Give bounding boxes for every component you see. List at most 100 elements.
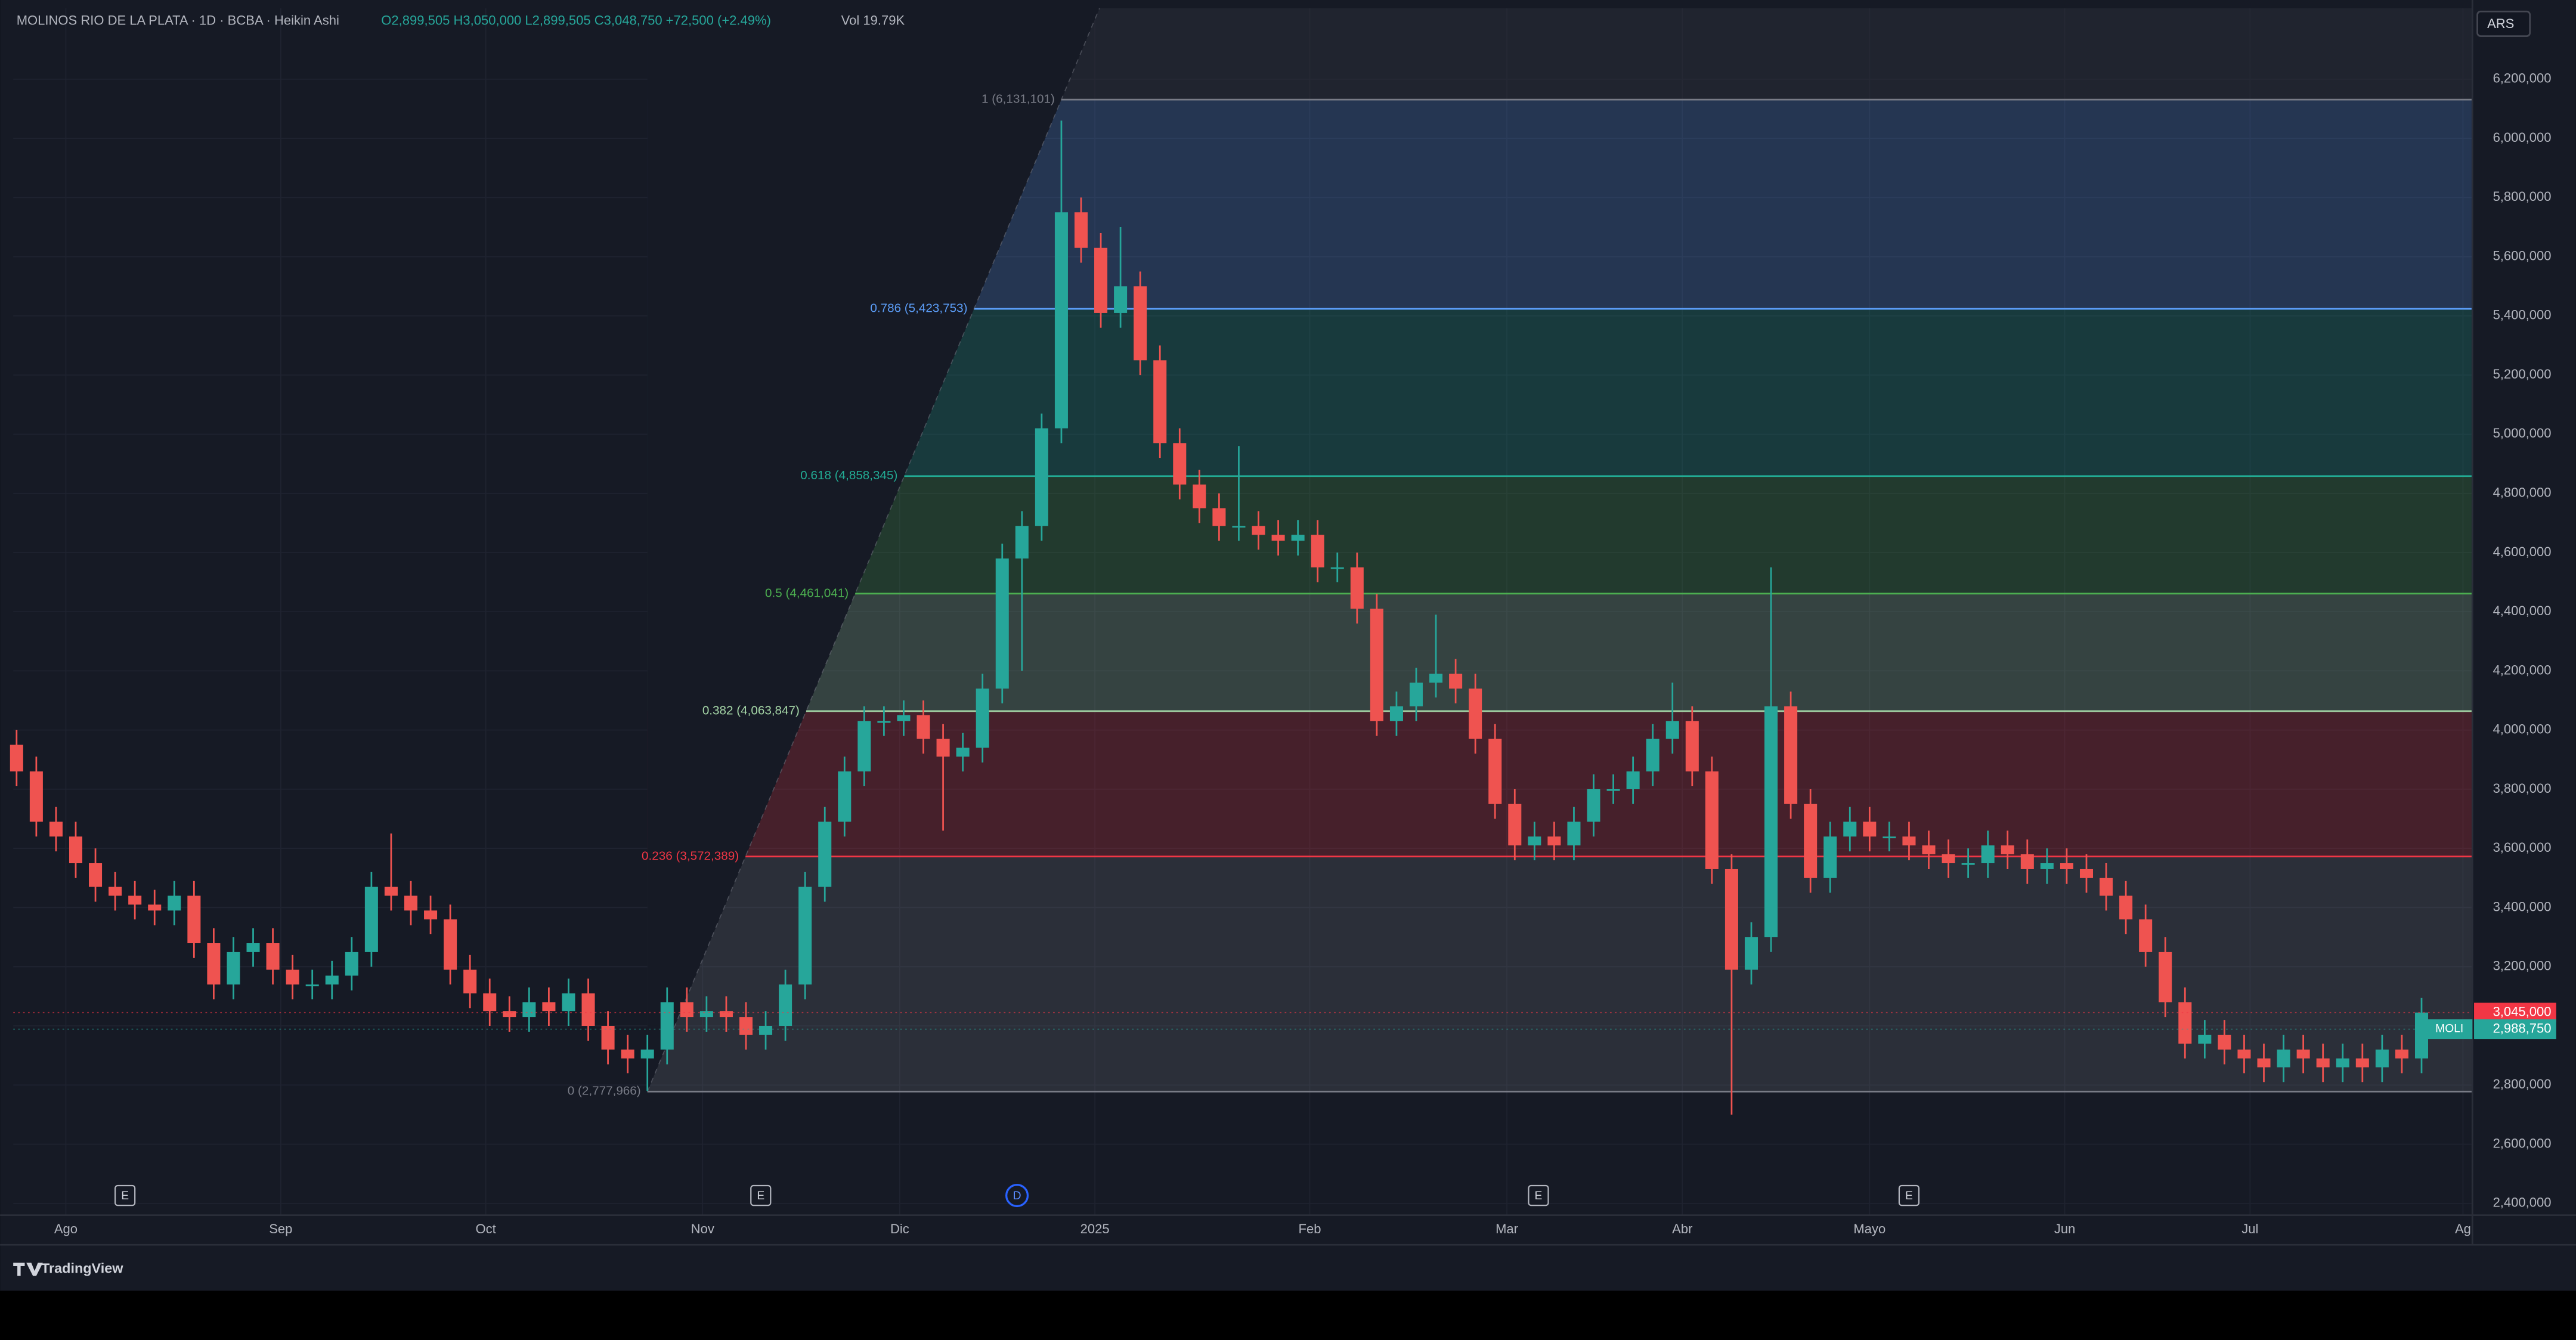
candle-body [976,688,989,748]
event-marker[interactable] [1528,1184,1549,1206]
price-tag-label: 2,988,750 [2493,1020,2552,1035]
candle-body [1626,771,1640,789]
candle-body [640,1049,654,1059]
candle-body [404,895,418,911]
event-marker[interactable] [114,1184,136,1206]
candle-body [719,1011,733,1018]
candle-body [1469,688,1482,739]
candle-body [2040,863,2054,869]
candle-body [1902,836,1916,846]
y-tick-label: 3,200,000 [2493,959,2552,973]
candle-body [699,1011,713,1018]
currency-box[interactable] [2476,10,2531,37]
x-tick-label: Mar [1496,1221,1518,1236]
y-tick-label: 5,000,000 [2493,426,2552,441]
chart-title: MOLINOS RIO DE LA PLATA · 1D · BCBA · He… [17,13,339,28]
candle-body [503,1011,516,1018]
candle-body [305,984,319,987]
candle-body [1863,821,1877,837]
candle-body [207,943,221,985]
x-tick-label: Oct [475,1221,496,1236]
candle-body [1370,609,1383,721]
event-marker[interactable] [750,1184,772,1206]
candle-body [897,715,911,721]
currency[interactable]: ARS [2487,16,2514,31]
y-tick-label: 2,800,000 [2493,1077,2552,1091]
candle-body [1587,789,1600,822]
candle-body [463,969,477,994]
x-tick-label: Jun [2054,1221,2075,1236]
y-tick-label: 2,400,000 [2493,1195,2552,1210]
candle-body [1232,526,1246,528]
candle-body [542,1002,556,1012]
fib-level-label: 0 (2,777,966) [568,1084,641,1098]
volume: Vol 19.79K [841,13,905,28]
candle-body [660,1002,674,1050]
candle-body [1547,836,1561,846]
candle-body [1054,212,1068,429]
candle-body [1212,508,1226,526]
fib-zone [647,593,2473,712]
candle-body [917,715,930,739]
candle-body [1764,706,1778,938]
fib-level-label: 0.5 (4,461,041) [765,586,849,600]
chart-background [0,0,2576,1291]
brand[interactable]: TradingView [41,1261,123,1276]
event-label: E [121,1190,129,1202]
event-label: E [1535,1190,1543,1202]
fib-zone [647,856,2473,1092]
candle-body [227,951,240,985]
fib-level-label: 0.618 (4,858,345) [800,469,897,482]
candle-body [1409,683,1423,707]
event-label: E [757,1190,764,1202]
candle-body [1429,674,1443,683]
price-tag-name-box [2428,1019,2473,1040]
candle-body [1271,535,1285,541]
plot-area: 1 (6,131,101) 0.786 (5,423,753) 0.618 (4,8… [10,8,2473,1215]
event-marker[interactable] [1005,1184,1029,1208]
candle-body [1705,771,1719,869]
candle-body [581,993,595,1026]
candle-body [936,739,950,757]
candle-body [779,984,792,1026]
y-tick-label: 6,200,000 [2493,71,2552,86]
candle-body [2257,1058,2271,1068]
candle-body [1744,937,1758,970]
candle-body [1804,804,1818,878]
candle-body [2178,1002,2192,1044]
candle-body [1508,804,1522,846]
candle-body [1114,286,1128,313]
candle-body [1961,863,1975,865]
candle-body [818,821,832,887]
candle-body [1015,526,1029,559]
event-marker[interactable] [1898,1184,1920,1206]
fib-level-label: 0.382 (4,063,847) [702,703,800,717]
candle-body [2119,895,2133,920]
candle-body [522,1002,536,1018]
candle-body [759,1026,773,1035]
fib-level-label: 0.236 (3,572,389) [642,849,739,863]
candle-body [2159,951,2172,1003]
candle-body [325,975,339,985]
fib-trend-line [646,8,1100,1092]
y-tick-label: 3,800,000 [2493,781,2552,796]
candle-body [680,1002,693,1018]
event-label: E [1905,1190,1913,1202]
candle-body [1646,739,1659,772]
candle-body [1488,739,1502,804]
candle-body [1528,836,1541,846]
candle-body [877,721,891,723]
candle-body [621,1049,634,1059]
x-tick-label: Ag [2455,1221,2471,1236]
candle-body [857,721,871,772]
fib-level-label: 0.786 (5,423,753) [870,302,967,315]
candle-body [424,910,438,920]
candle-body [1823,836,1837,878]
candle-body [2237,1049,2251,1059]
candle-body [2316,1058,2330,1068]
brand-logo[interactable] [13,1263,43,1276]
y-tick-label: 4,000,000 [2493,722,2552,737]
candle-body [2277,1049,2290,1068]
candle-body [1330,567,1344,569]
y-tick-label: 5,400,000 [2493,308,2552,322]
